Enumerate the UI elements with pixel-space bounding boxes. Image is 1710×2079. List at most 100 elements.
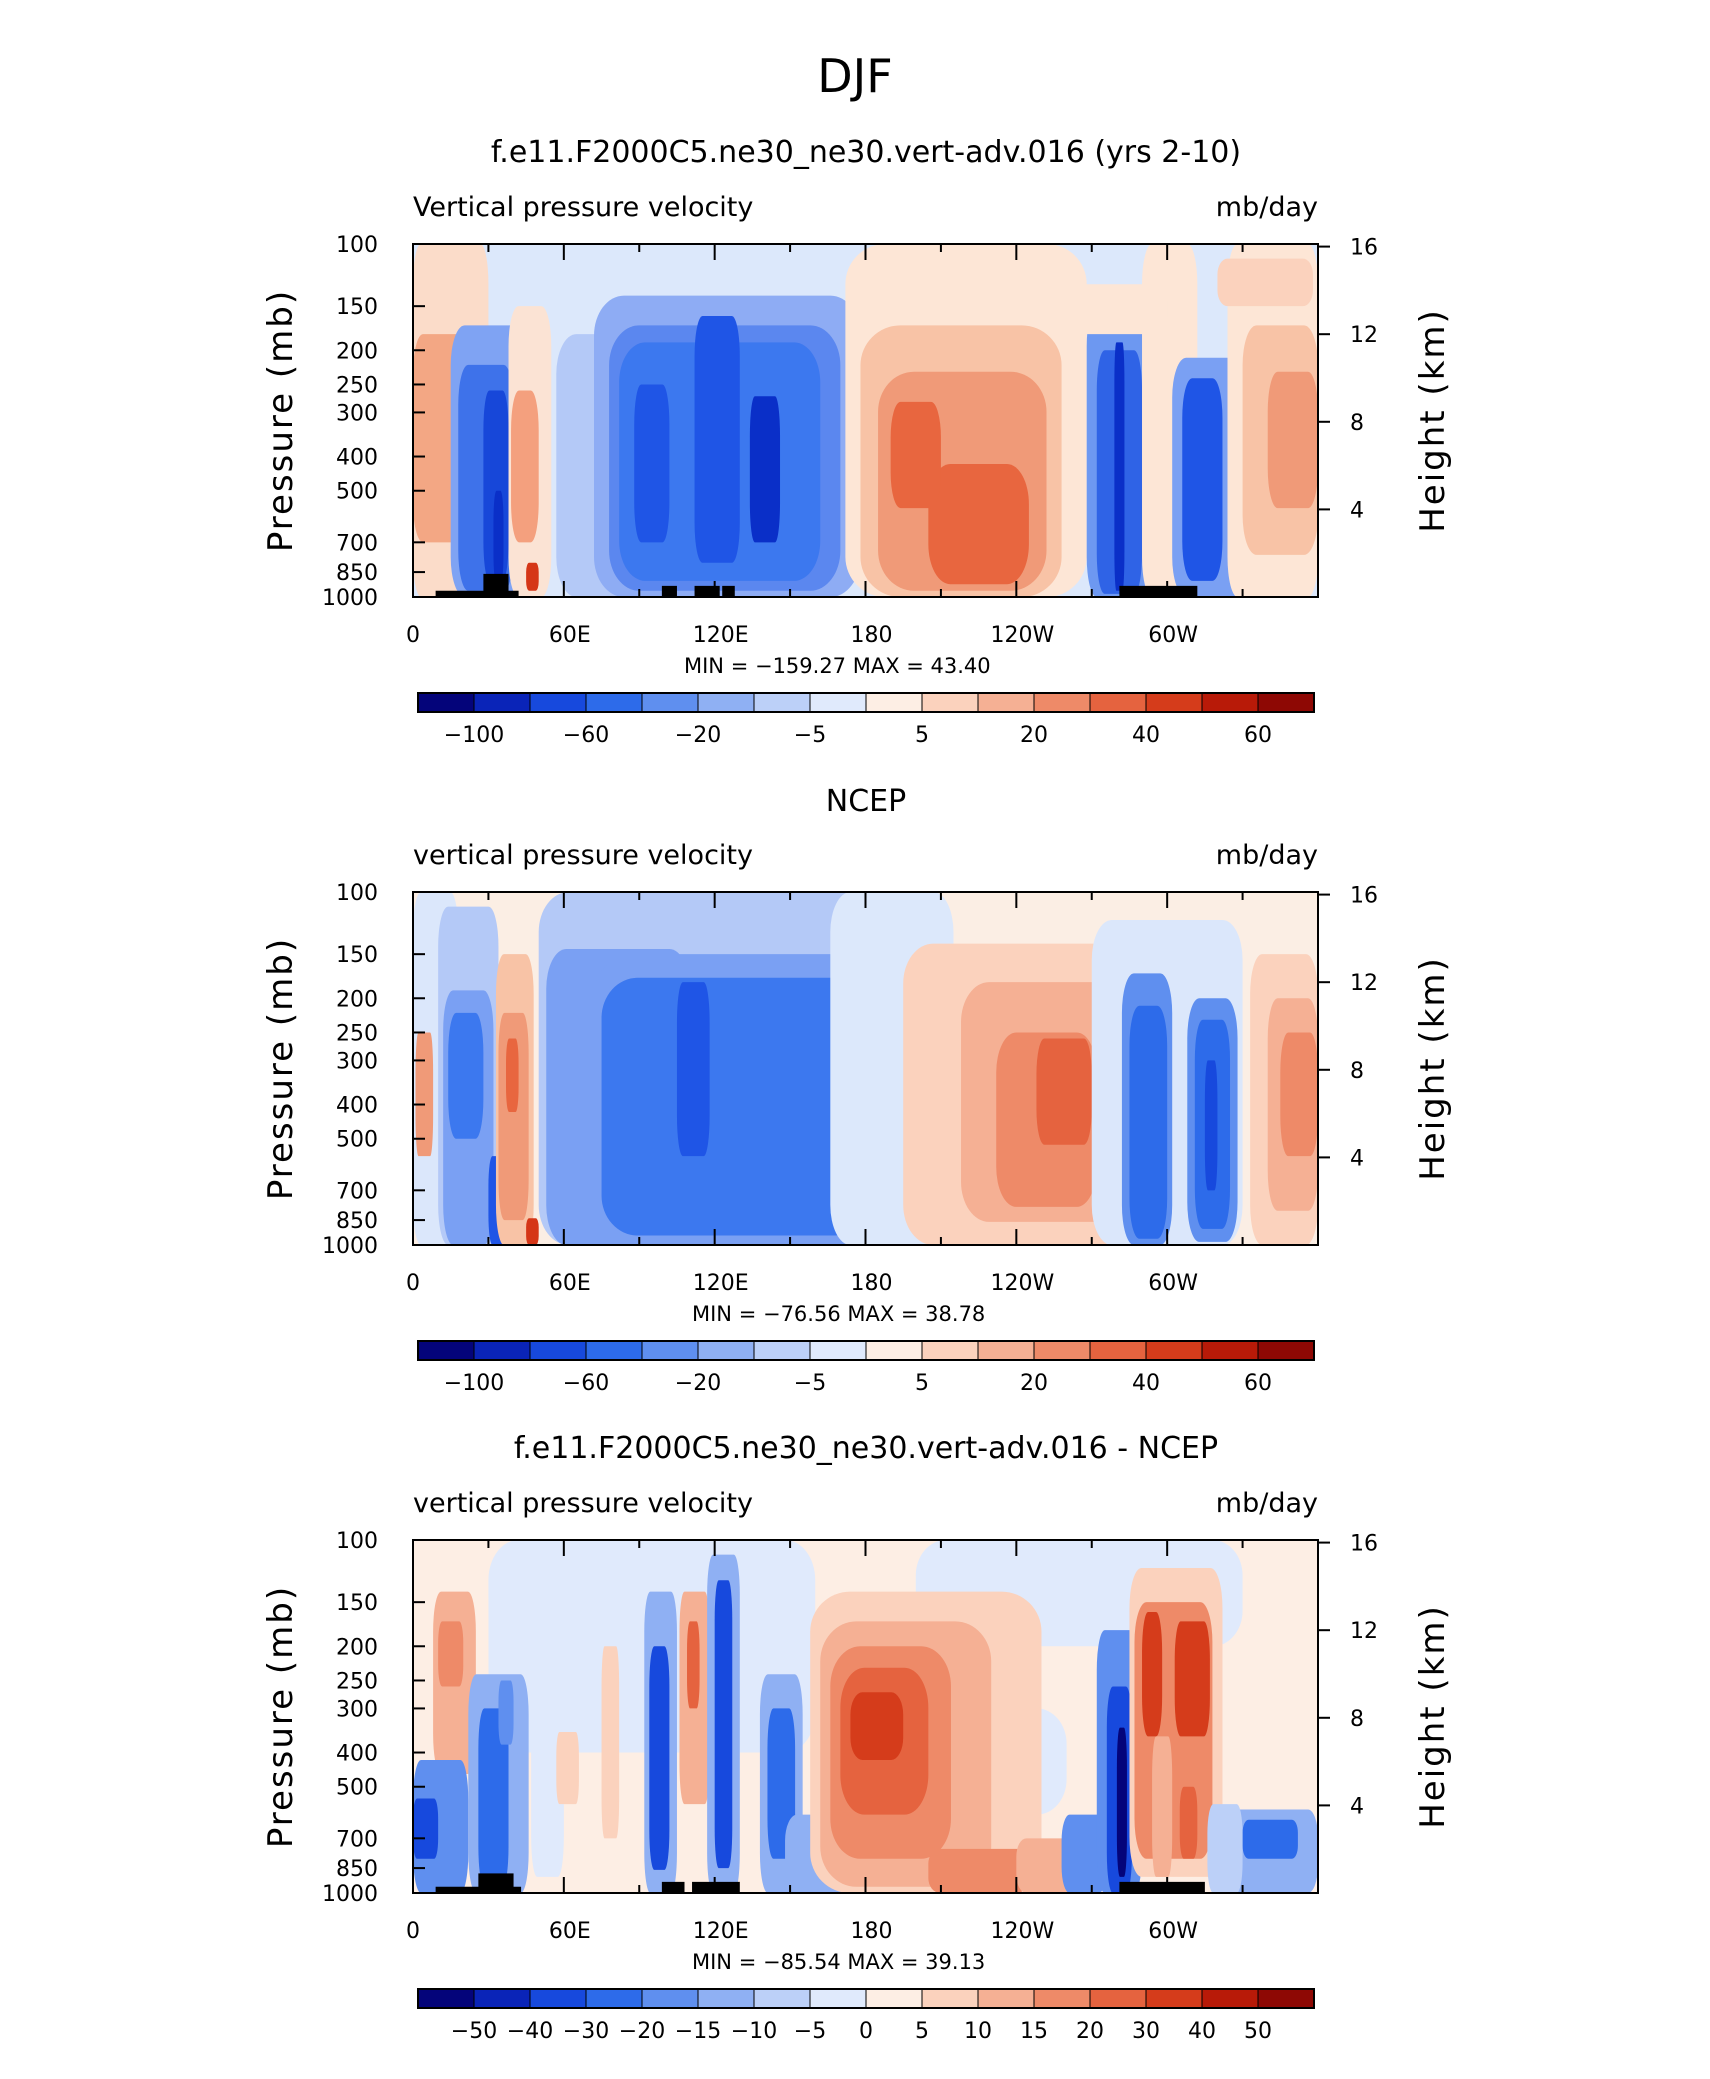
colorbar-box [921,1988,979,2009]
colorbar-box [809,1988,867,2009]
panel-1: f.e11.F2000C5.ne30_ne30.vert-adv.016 (yr… [261,135,1453,748]
y-tick-label: 850 [336,561,378,586]
panel-3-units-label: mb/day [1216,1488,1318,1519]
colorbar-box [1145,1340,1203,1361]
colorbar-frame [417,1988,1315,2009]
contour-region [498,1680,514,1745]
colorbar-box [417,1988,475,2009]
contour-region [1152,1736,1173,1877]
colorbar-label: 60 [1244,1371,1272,1396]
y-tick-label: 250 [336,1021,378,1046]
topography-block [435,590,519,597]
y-tick-label: 150 [336,943,378,968]
contour-region [714,1580,733,1869]
colorbar-box [529,692,587,713]
colorbar-label: 40 [1188,2019,1216,2044]
colorbar-box [417,692,475,713]
colorbar-box [473,692,531,713]
panel-2-variable-label: vertical pressure velocity [413,840,753,871]
x-tick-label: 120W [990,623,1054,648]
contour-region [1217,258,1313,307]
x-tick-label: 0 [406,623,420,648]
contour-region [1116,1727,1127,1877]
contour-field [413,1540,1318,1893]
y2-tick-label: 16 [1350,884,1378,909]
colorbar-label: 5 [915,1371,929,1396]
contour-region [767,1708,796,1859]
colorbar-box [1033,692,1091,713]
panel-1-title: f.e11.F2000C5.ne30_ne30.vert-adv.016 (yr… [491,135,1241,170]
y-axis-label: Pressure (mb) [261,1585,301,1848]
y2-tick-label: 8 [1350,1059,1364,1084]
contour-region [511,390,539,543]
contour-field [413,892,1318,1245]
colorbar-label: −50 [451,2019,497,2044]
colorbar-label: −100 [444,1371,504,1396]
panel-2-colorbar: −100 −60 −20 −5 5 20 40 60 [417,1340,1315,1396]
contour-region [1041,284,1168,335]
colorbar-box [865,1988,923,2009]
contour-region [1114,342,1125,591]
y-tick-label: 100 [336,1529,378,1554]
contour-region [1280,1032,1318,1157]
contour-region [890,401,941,509]
colorbar-label: 50 [1244,2019,1272,2044]
colorbar-box [1201,1340,1259,1361]
colorbar-label: 30 [1132,2019,1160,2044]
y-axis-label: Pressure (mb) [261,937,301,1200]
y2-tick-label: 12 [1350,323,1378,348]
colorbar-label: 20 [1076,2019,1104,2044]
colorbar-label: −100 [444,723,504,748]
contour-region [413,1798,439,1859]
colorbar-label: 15 [1020,2019,1048,2044]
contour-region [1242,1819,1298,1859]
contour-region [448,1012,484,1139]
topography-block [692,1881,740,1893]
colorbar-box [977,1340,1035,1361]
colorbar-label: −20 [675,1371,721,1396]
figure-title: DJF [817,49,892,103]
contour-region [478,1708,509,1887]
colorbar-label: −20 [619,2019,665,2044]
contour-region [850,1692,904,1761]
panel-3-colorbar: −50 −40 −30 −20 −15 −10 −5 0 5 10 15 20 30 40 50 [417,1988,1315,2044]
colorbar-box [1145,692,1203,713]
panel-3-variable-label: vertical pressure velocity [413,1488,753,1519]
panel-2-plot: 0 60E 120E 180 120W 60W 100 150 200 250 300 400 500 7… [261,881,1453,1296]
colorbar-box [1089,1988,1147,2009]
colorbar-label: 60 [1244,723,1272,748]
colorbar-box [641,1340,699,1361]
colorbar-box [529,1340,587,1361]
y-tick-label: 500 [336,480,378,505]
colorbar-box [865,692,923,713]
contour-region [1182,378,1223,581]
colorbar-label: 5 [915,723,929,748]
colorbar-box [1033,1988,1091,2009]
y2-axis-label: Height (km) [1413,956,1453,1181]
colorbar-box [1201,1988,1259,2009]
panel-1-plot: 0 60E 120E 180 120W 60W 100 150 200 250 300 400 500 7… [261,233,1453,648]
panel-2: NCEP vertical pressure velocity mb/day 0… [261,784,1453,1396]
panel-1-colorbar: −100 −60 −20 −5 5 20 40 60 [417,692,1315,748]
topography-block [661,585,677,597]
contour-region [928,464,1029,585]
colorbar-frame [417,692,1315,713]
contour-region [556,1732,579,1805]
y-tick-label: 300 [336,1049,378,1074]
panel-2-title: NCEP [826,784,906,819]
colorbar-label: −20 [675,723,721,748]
x-tick-label: 60W [1148,623,1198,648]
contour-region [694,316,740,563]
contour-region [601,1646,620,1839]
y-tick-label: 100 [336,881,378,906]
contour-region [438,1621,464,1687]
colorbar-box [529,1988,587,2009]
x-tick-label: 0 [406,1919,420,1944]
y-tick-label: 700 [336,531,378,556]
x-tick-label: 120E [693,1919,749,1944]
colorbar-label: 0 [859,2019,873,2044]
colorbar-box [1257,692,1315,713]
topography-block [1119,1881,1205,1893]
x-tick-label: 60E [549,623,591,648]
